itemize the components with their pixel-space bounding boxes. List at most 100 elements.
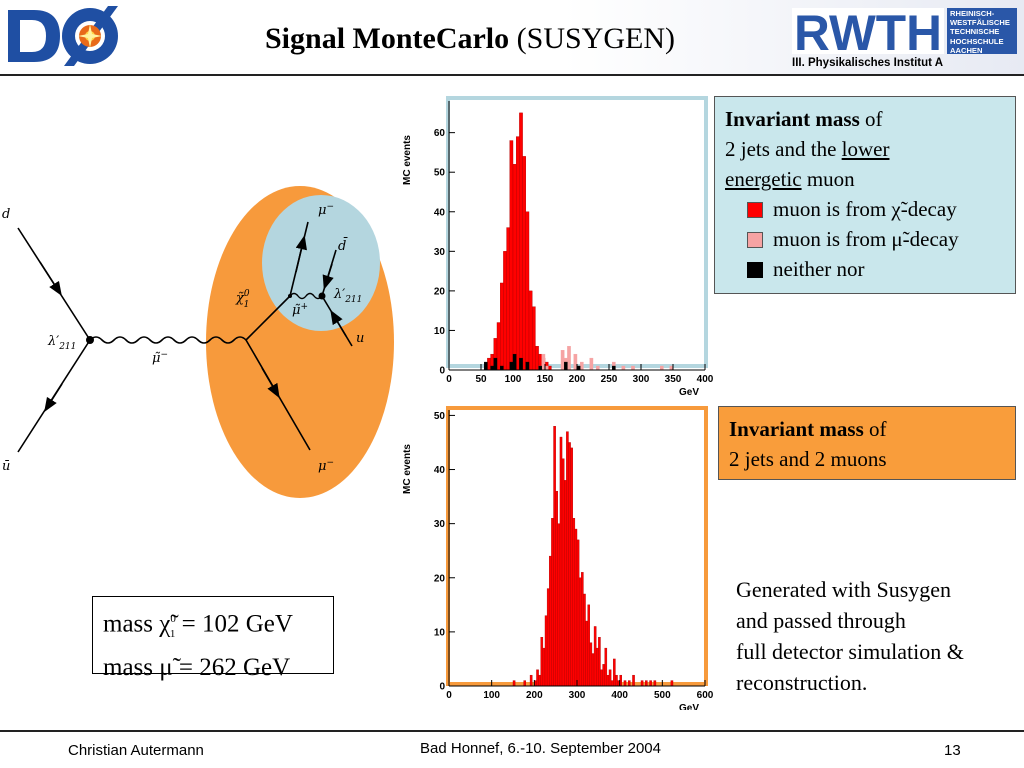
x-tick-label: 300 [569,690,586,701]
histogram-bar [591,653,595,687]
histogram-bar [555,490,559,687]
histogram-bar [580,361,584,371]
x-tick-label: 600 [697,690,714,701]
legend-label: muon is from μ̃-decay [773,227,959,251]
generation-note: Generated with Susygen and passed throug… [736,574,1016,698]
x-tick-label: 500 [654,690,671,701]
rwth-line: WESTFÄLISCHE [950,18,1010,28]
y-tick-label: 60 [434,128,446,139]
legend-label: muon is from χ̃-decay [773,197,957,221]
y-tick-label: 40 [434,465,446,476]
histogram-bar [529,674,533,687]
histogram-bar [487,357,491,371]
histogram-bar [560,350,565,371]
x-tick-label: 100 [483,690,500,701]
rwth-line: HOCHSCHULE [950,36,1004,46]
histogram-bar [610,680,614,687]
label-smuon-plus: μ̃+ [292,302,308,318]
arrow-u [330,309,347,337]
info-box-two-muons: Invariant mass of 2 jets and 2 muons [718,406,1016,480]
histogram-bar [496,322,501,371]
slide-title: Signal MonteCarlo (SUSYGEN) [0,22,940,56]
box1-title-bold: Invariant mass [725,107,860,131]
legend-entry-neither: neither nor [725,254,1015,284]
y-tick-label: 30 [434,247,446,258]
plot-frame-lower-muon [446,96,708,368]
histogram-bar [528,290,533,371]
histogram-bar [570,447,573,687]
label-mu-bottom: μ− [318,458,334,474]
x-tick-label: 200 [526,690,543,701]
label-lambda-left: λ′211 [47,334,76,352]
histogram-bar [602,664,605,687]
y-tick-label: 10 [434,627,446,638]
feynman-diagram: d ū λ′211 μ̃− χ̃0 1 μ− d̄ λ′211 μ̃+ u μ− [2,186,394,498]
y-tick-label: 50 [434,168,446,179]
box2-title-bold: Invariant mass [729,417,864,441]
footer-divider [0,730,1024,732]
histogram-bar [493,357,498,371]
histogram-bar [621,365,626,371]
histogram-bar [564,480,567,687]
label-d: d [2,207,10,222]
histogram-bar [509,140,514,371]
histogram-bar [600,669,603,687]
histogram-bar [516,136,520,371]
histogram-bar [613,658,616,687]
histogram-bar [551,518,554,687]
histogram-bar [581,572,584,687]
d0-logo [4,6,122,66]
histogram-bar [506,227,511,371]
y-axis-label: MC events [402,444,413,494]
box1-muon: muon [806,167,855,191]
note-line: full detector simulation & [736,639,964,664]
box1-line2: 2 jets and the [725,137,837,161]
smuon-propagator [89,336,247,344]
x-tick-label: 150 [537,374,554,385]
histogram-bar [500,365,504,371]
x-tick-label: 400 [697,374,714,385]
title-bold: Signal MonteCarlo [264,22,510,55]
histogram-bar [576,539,580,687]
histogram-bar [589,642,593,687]
histogram-bar [640,680,644,687]
histogram-bar [523,680,527,687]
histogram-bar [649,680,652,687]
histogram-bar [522,156,526,371]
histogram-bar [519,357,523,371]
histogram-bar [568,442,571,687]
histogram-bar [500,282,504,371]
histogram-bar [623,680,627,687]
y-tick-label: 10 [434,326,446,337]
x-tick-label: 300 [633,374,650,385]
histogram-bar [589,357,594,371]
histogram-bar [660,365,664,371]
label-dbar: d̄ [338,237,348,254]
box1-energetic: energetic [725,167,802,191]
histogram-bar [585,620,588,687]
rwth-university-name: RHEINISCH- WESTFÄLISCHE TECHNISCHE HOCHS… [947,8,1017,55]
histogram-bar [572,518,576,687]
histogram-bar [546,588,550,687]
rwth-line: TECHNISCHE [950,27,1000,37]
legend-swatch-black [747,262,763,278]
histogram-bar [608,669,612,687]
histogram-bar [559,436,563,687]
x-tick-label: 250 [601,374,618,385]
x-axis-label: GeV [679,387,699,398]
legend-entry-chi: muon is from χ̃-decay [725,194,1015,224]
histogram-bar [583,593,586,687]
histogram-bar [566,431,569,687]
histogram-bar [525,211,530,371]
smuon-plus-propagator [289,292,323,300]
histogram-bar [532,306,536,371]
histogram-bar [535,346,539,371]
note-line: and passed through [736,608,906,633]
histogram-bar [525,361,530,371]
y-axis-label: MC events [402,135,413,185]
legend-swatch-pink [747,232,763,248]
histogram-bar [561,458,565,687]
institute-name: III. Physikalisches Institut A [792,57,944,69]
footer-event: Bad Honnef, 6.-10. September 2004 [420,740,661,757]
